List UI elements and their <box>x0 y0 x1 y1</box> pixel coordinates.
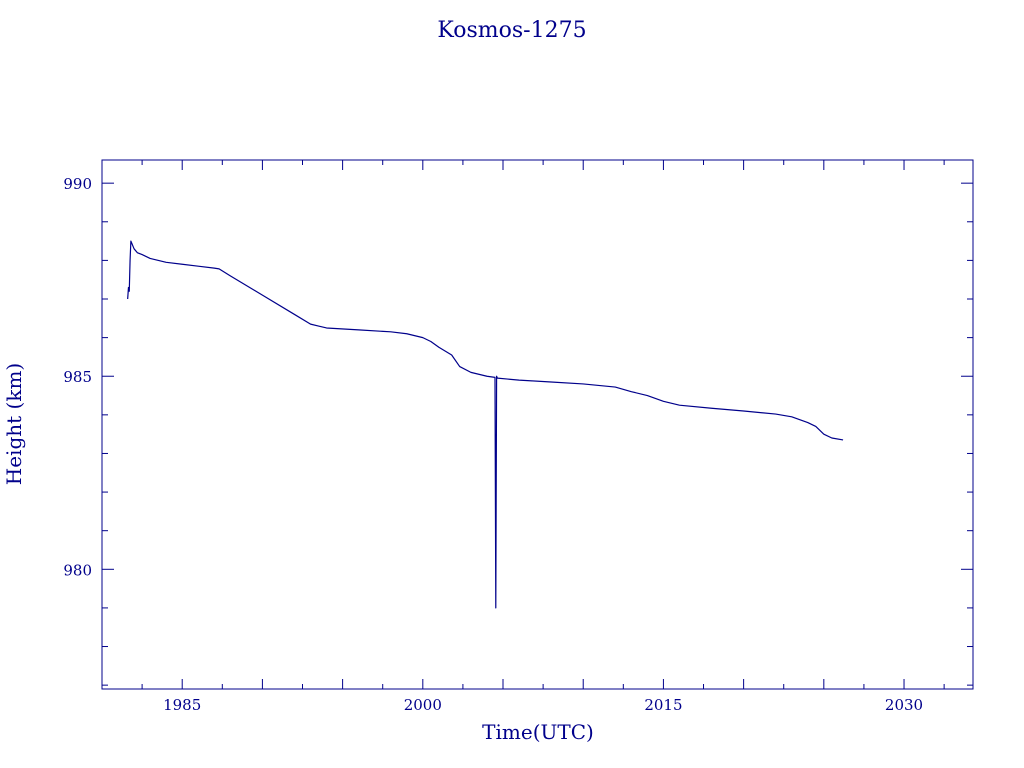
series-line <box>127 240 844 609</box>
x-tick-label: 2000 <box>404 696 442 714</box>
y-tick-label: 980 <box>63 561 92 579</box>
chart-title: Kosmos-1275 <box>437 18 586 43</box>
x-tick-label: 1985 <box>163 696 201 714</box>
plot-frame <box>101 159 974 690</box>
y-axis-label: Height (km) <box>2 363 26 485</box>
axis-ticks <box>102 160 973 689</box>
x-tick-label: 2030 <box>885 696 923 714</box>
y-tick-label: 990 <box>63 175 92 193</box>
x-axis-label: Time(UTC) <box>482 720 594 744</box>
y-tick-label: 985 <box>63 368 92 386</box>
x-tick-label: 2015 <box>644 696 682 714</box>
axis-tick-labels: 1985 2000 2015 2030 980 985 990 <box>63 175 923 714</box>
